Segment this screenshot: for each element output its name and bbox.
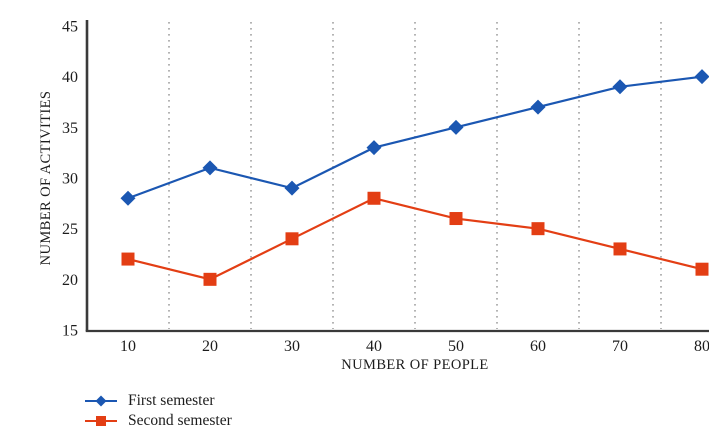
- y-axis-title: NUMBER OF ACTIVITIES: [40, 91, 54, 266]
- data-point-diamond: [121, 191, 136, 206]
- data-point-square: [122, 253, 135, 266]
- x-tick-label: 20: [202, 338, 218, 355]
- data-point-square: [450, 212, 463, 225]
- x-tick-label: 70: [612, 338, 628, 355]
- y-tick-label: 40: [62, 69, 78, 86]
- y-tick-label: 35: [62, 120, 78, 137]
- y-tick-label: 25: [62, 221, 78, 238]
- y-tick-label: 20: [62, 272, 78, 289]
- y-tick-label: 30: [62, 171, 78, 188]
- legend-item-first-semester: First semester: [84, 393, 232, 409]
- data-point-diamond: [449, 120, 464, 135]
- data-point-square: [614, 242, 627, 255]
- activities-vs-people-line-chart: 15 20 25 30 35 40 45 10 20 30 40 50 60 70 80 NUMBER OF …: [40, 16, 709, 430]
- x-tick-label: 60: [530, 338, 546, 355]
- data-point-square: [696, 263, 709, 276]
- chart-legend: First semester Second semester: [84, 393, 232, 429]
- data-point-square: [286, 232, 299, 245]
- x-tick-label: 80: [694, 338, 709, 355]
- legend-item-second-semester: Second semester: [84, 413, 232, 429]
- data-point-diamond: [203, 160, 218, 175]
- x-axis-title: NUMBER OF PEOPLE: [341, 357, 488, 373]
- y-tick-label: 15: [62, 323, 78, 340]
- first-semester-line-diamond-icon: [84, 394, 118, 408]
- second-semester-line-square-icon: [84, 414, 118, 428]
- legend-label-first-semester: First semester: [128, 393, 215, 409]
- x-tick-label: 30: [284, 338, 300, 355]
- x-tick-label: 10: [120, 338, 136, 355]
- legend-diamond-marker: [96, 396, 107, 407]
- data-point-diamond: [613, 79, 628, 94]
- x-tick-label: 50: [448, 338, 464, 355]
- chart-plot-area: 15 20 25 30 35 40 45 10 20 30 40 50 60 70 80 NUMBER OF …: [40, 16, 709, 430]
- y-tick-label: 45: [62, 19, 78, 36]
- data-point-diamond: [695, 69, 709, 84]
- data-point-square: [532, 222, 545, 235]
- data-point-diamond: [367, 140, 382, 155]
- data-point-square: [368, 192, 381, 205]
- data-point-diamond: [531, 100, 546, 115]
- data-point-diamond: [285, 181, 300, 196]
- legend-label-second-semester: Second semester: [128, 413, 232, 429]
- legend-square-marker: [96, 416, 106, 426]
- x-tick-label: 40: [366, 338, 382, 355]
- data-point-square: [204, 273, 217, 286]
